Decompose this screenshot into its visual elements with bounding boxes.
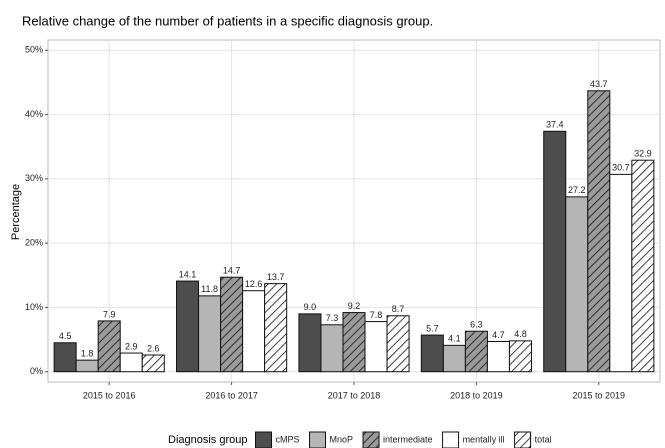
bar xyxy=(264,283,288,373)
y-tick-label: 40% xyxy=(25,109,43,119)
bar xyxy=(386,315,410,373)
bar xyxy=(320,324,344,373)
bar xyxy=(420,334,444,373)
legend-swatch xyxy=(255,431,272,448)
bar xyxy=(543,130,567,373)
legend-label: MnoP xyxy=(330,434,354,444)
bar xyxy=(508,340,532,373)
x-tick-label: 2016 to 2017 xyxy=(205,390,258,400)
data-label: 4.1 xyxy=(448,334,461,344)
bar xyxy=(119,352,143,373)
data-label: 5.7 xyxy=(426,323,439,333)
data-label: 30.7 xyxy=(612,163,630,173)
bar xyxy=(220,276,244,373)
data-label: 43.7 xyxy=(590,79,608,89)
legend-label: total xyxy=(535,434,552,444)
bar xyxy=(97,320,121,373)
data-label: 9.2 xyxy=(348,301,361,311)
bar xyxy=(631,159,655,373)
legend-swatch xyxy=(514,431,532,448)
data-label: 8.7 xyxy=(392,304,405,314)
y-axis-label: Percentage xyxy=(10,184,22,240)
bar xyxy=(242,290,266,373)
bar xyxy=(609,173,633,373)
y-tick-label: 10% xyxy=(25,302,43,312)
x-tick-label: 2018 to 2019 xyxy=(450,390,503,400)
data-label: 27.2 xyxy=(568,185,586,195)
legend-swatch xyxy=(309,431,327,448)
bar xyxy=(442,344,466,373)
bar xyxy=(342,312,366,373)
y-tick-label: 0% xyxy=(30,366,43,376)
legend-label: intermediate xyxy=(383,434,433,444)
data-label: 11.8 xyxy=(201,284,218,294)
x-tick-label: 2015 to 2019 xyxy=(573,390,626,400)
bar xyxy=(565,196,589,373)
x-tick-label: 2017 to 2018 xyxy=(328,390,381,400)
data-label: 7.8 xyxy=(370,310,383,320)
data-label: 2.9 xyxy=(125,341,138,351)
legend-swatch xyxy=(442,431,460,448)
data-label: 1.8 xyxy=(81,349,94,359)
bar xyxy=(75,359,99,373)
data-label: 7.3 xyxy=(326,313,339,323)
y-tick-label: 50% xyxy=(25,45,43,55)
data-label: 6.3 xyxy=(470,320,483,330)
x-tick-label: 2015 to 2016 xyxy=(83,390,136,400)
chart-title: Relative change of the number of patient… xyxy=(22,13,433,28)
legend-title: Diagnosis group xyxy=(168,434,248,446)
legend-label: cMPS xyxy=(276,434,300,444)
bar xyxy=(464,330,488,373)
data-label: 13.7 xyxy=(267,272,285,282)
data-label: 9.0 xyxy=(304,302,317,312)
data-label: 14.1 xyxy=(179,269,197,279)
data-label: 37.4 xyxy=(546,120,564,130)
data-label: 7.9 xyxy=(103,309,116,319)
data-label: 12.6 xyxy=(245,279,263,289)
bar xyxy=(176,280,200,373)
data-label: 2.6 xyxy=(147,343,160,353)
bar xyxy=(198,295,222,373)
data-label: 14.7 xyxy=(223,266,241,276)
data-label: 32.9 xyxy=(634,149,652,159)
data-label: 4.8 xyxy=(514,329,527,339)
bar xyxy=(298,313,322,373)
legend-label: mentally ill xyxy=(463,434,505,444)
data-label: 4.5 xyxy=(59,331,72,341)
y-tick-label: 30% xyxy=(25,173,43,183)
legend-swatch xyxy=(362,431,380,448)
bar xyxy=(141,354,165,373)
bar xyxy=(53,342,77,373)
bar xyxy=(587,90,611,373)
bar xyxy=(364,321,388,373)
bar xyxy=(486,341,510,373)
data-label: 4.7 xyxy=(492,330,505,340)
y-tick-label: 20% xyxy=(25,238,43,248)
